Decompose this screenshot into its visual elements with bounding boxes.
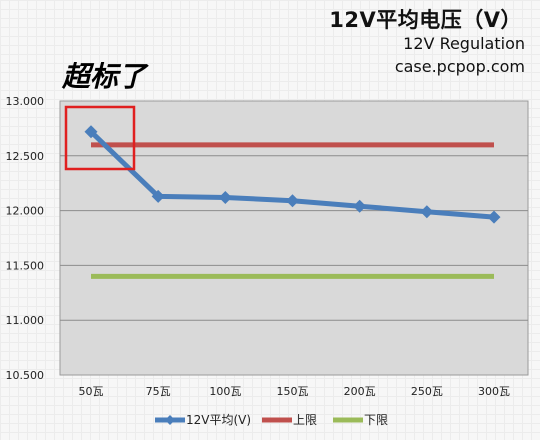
legend-label: 下限 — [364, 413, 388, 427]
x-tick-label: 200瓦 — [344, 385, 376, 398]
x-tick-label: 75瓦 — [146, 385, 171, 398]
y-axis: 13.000 12.500 12.000 11.500 11.000 10.500 — [6, 95, 45, 382]
y-tick-label: 11.000 — [6, 314, 45, 327]
data-point — [353, 199, 367, 213]
y-tick-label: 10.500 — [6, 369, 45, 382]
exceeded-annotation: 超标了 — [62, 60, 147, 93]
chart-title: 12V平均电压（V） — [329, 8, 522, 32]
y-tick-label: 13.000 — [6, 95, 45, 108]
y-tick-label: 12.000 — [6, 205, 45, 218]
data-point — [84, 125, 98, 139]
x-tick-label: 50瓦 — [79, 385, 104, 398]
legend-label: 上限 — [293, 413, 317, 427]
data-point — [420, 205, 434, 219]
data-point — [487, 210, 501, 224]
data-point — [151, 189, 165, 203]
x-tick-label: 150瓦 — [277, 385, 309, 398]
chart-source: case.pcpop.com — [394, 57, 525, 76]
y-tick-label: 11.500 — [6, 259, 45, 272]
data-point — [286, 194, 299, 208]
x-axis: 50瓦 75瓦 100瓦 150瓦 200瓦 250瓦 300瓦 — [79, 385, 511, 398]
legend: 12V平均(V) 上限 下限 — [155, 413, 388, 427]
y-tick-label: 12.500 — [6, 150, 45, 163]
series-layer — [84, 125, 501, 279]
highlight-box — [64, 105, 136, 171]
plot-area — [59, 100, 529, 376]
chart-subtitle: 12V Regulation — [403, 34, 525, 53]
legend-marker — [165, 415, 175, 425]
x-tick-label: 250瓦 — [411, 385, 443, 398]
legend-label: 12V平均(V) — [186, 413, 251, 427]
x-tick-label: 100瓦 — [209, 385, 241, 398]
x-tick-label: 300瓦 — [478, 385, 510, 398]
data-point — [218, 190, 232, 204]
grid-lines — [60, 155, 528, 321]
